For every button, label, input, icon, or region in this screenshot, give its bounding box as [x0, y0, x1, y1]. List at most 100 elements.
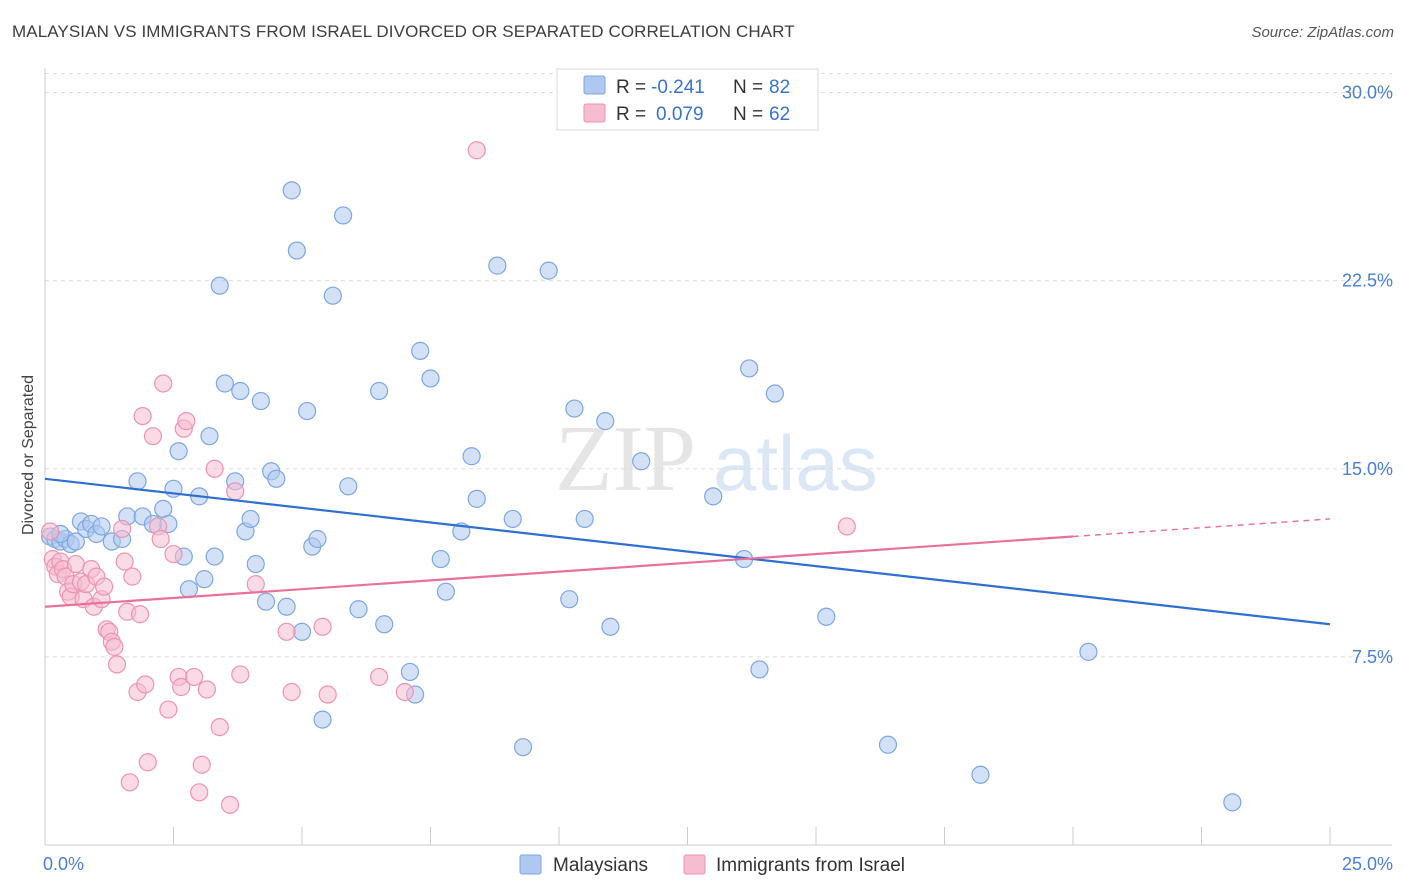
israel-point: [151, 529, 170, 549]
israel-point: [41, 522, 60, 541]
israel-trend-line-extension: [1072, 518, 1331, 538]
malaysian-point: [349, 600, 368, 619]
israel-point: [159, 700, 178, 719]
malaysian-point: [128, 472, 147, 491]
malaysian-point: [1223, 793, 1242, 812]
israel-point: [277, 622, 296, 641]
y-tick-label: 22.5%: [1342, 271, 1393, 291]
israel-point: [246, 575, 265, 594]
israel-point: [123, 567, 142, 586]
israel-point: [837, 517, 856, 536]
malaysian-point: [169, 442, 188, 461]
malaysian-point: [575, 509, 594, 529]
malaysian-point: [287, 241, 306, 260]
watermark-atlas: atlas: [713, 419, 878, 507]
malaysian-point: [282, 181, 301, 200]
y-tick-label: 7.5%: [1352, 647, 1393, 667]
israel-point: [282, 682, 301, 702]
legend-n-value-2: 62: [769, 104, 790, 125]
malaysian-point: [488, 256, 507, 275]
legend-swatch-blue: [583, 75, 606, 95]
malaysian-point: [431, 549, 450, 569]
israel-point: [177, 412, 196, 431]
malaysian-point: [596, 412, 615, 431]
malaysian-point: [200, 427, 219, 446]
malaysian-point: [400, 662, 420, 682]
israel-point: [467, 141, 486, 160]
malaysian-point: [215, 374, 234, 393]
watermark-zip: ZIP: [555, 407, 696, 511]
malaysian-point: [375, 615, 394, 634]
malaysian-trend-line: [44, 477, 1331, 626]
malaysian-point: [421, 369, 440, 388]
israel-point: [115, 552, 134, 571]
israel-point: [205, 459, 224, 478]
malaysian-point: [241, 509, 260, 529]
israel-trend-line: [44, 535, 1074, 608]
malaysian-point: [632, 452, 651, 471]
malaysian-point: [205, 547, 224, 566]
legend-n-value-1: 82: [769, 77, 790, 98]
legend-r-value-1: -0.241: [651, 77, 705, 98]
y-axis-label: Divorced or Separated: [20, 375, 37, 535]
malaysian-point: [154, 499, 173, 519]
israel-point: [136, 675, 155, 694]
malaysian-point: [267, 469, 286, 488]
correlation-legend: R = -0.241 N = 82 R = 0.079 N = 62: [556, 68, 819, 131]
chart-title: MALAYSIAN VS IMMIGRANTS FROM ISRAEL DIVO…: [12, 22, 795, 41]
malaysian-point: [195, 570, 214, 589]
series-swatch-israel: [683, 854, 706, 875]
israel-point: [197, 680, 217, 699]
malaysian-point: [971, 765, 990, 784]
malaysian-point: [92, 517, 111, 536]
israel-point: [95, 577, 114, 596]
grid: [45, 73, 1392, 658]
malaysian-point: [210, 276, 229, 295]
malaysian-point: [339, 477, 358, 496]
malaysian-point: [308, 529, 327, 549]
malaysian-point: [765, 384, 784, 403]
israel-point: [395, 682, 414, 702]
legend-n-label-2: N =: [733, 104, 763, 125]
israel-point: [190, 783, 209, 802]
malaysian-point: [411, 341, 430, 360]
y-tick-label: 30.0%: [1342, 83, 1393, 103]
malaysian-point: [467, 489, 486, 508]
malaysian-point: [878, 735, 898, 754]
malaysian-point: [313, 710, 332, 729]
israel-point: [154, 374, 173, 393]
source-label: Source: ZipAtlas.com: [1251, 24, 1394, 41]
malaysian-point: [704, 487, 723, 506]
israel-point: [130, 605, 150, 624]
malaysian-point: [256, 592, 276, 611]
israel-point: [231, 665, 250, 684]
y-tick-label: 15.0%: [1342, 459, 1393, 479]
malaysian-point: [231, 381, 250, 401]
malaysian-point: [334, 206, 353, 225]
legend-r-label-1: R =: [616, 77, 646, 98]
israel-point: [226, 482, 245, 501]
malaysian-point: [179, 580, 199, 599]
malaysian-point: [750, 660, 769, 679]
malaysian-point: [462, 447, 481, 466]
israel-point: [143, 427, 163, 446]
israel-point: [133, 406, 152, 426]
malaysian-point: [1079, 642, 1098, 661]
israel-point: [184, 667, 204, 687]
israel-point: [172, 677, 191, 697]
legend-r-label-2: R =: [616, 104, 646, 125]
watermark: ZIP atlas: [555, 407, 878, 511]
legend-swatch-pink: [583, 103, 606, 123]
series-label-malaysians: Malaysians: [553, 855, 648, 876]
israel-point: [192, 755, 211, 774]
malaysian-point: [298, 401, 317, 421]
malaysian-point: [503, 509, 522, 529]
malaysian-point: [323, 286, 342, 305]
israel-point: [66, 554, 85, 574]
legend-r-value-2: 0.079: [656, 104, 704, 125]
israel-point: [370, 667, 389, 687]
israel-point: [313, 617, 332, 636]
malaysian-point: [251, 391, 270, 411]
trend-lines: [44, 477, 1331, 626]
